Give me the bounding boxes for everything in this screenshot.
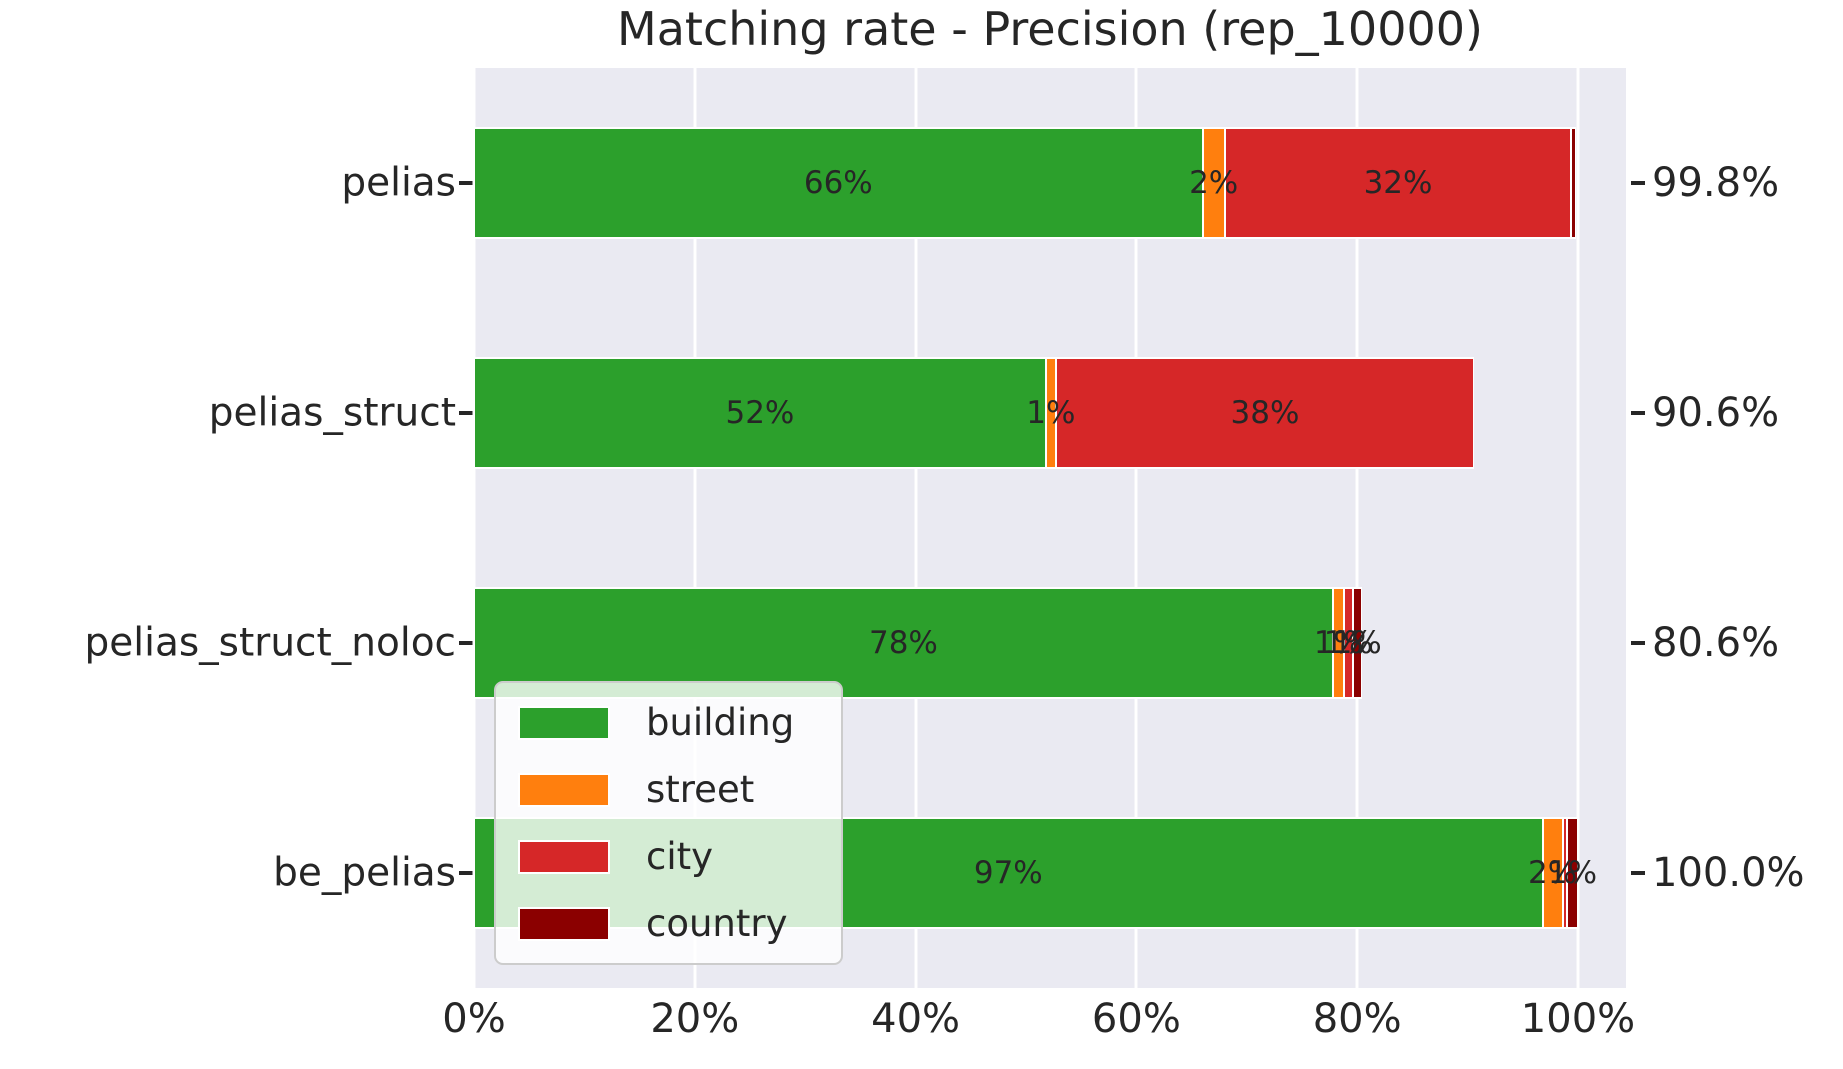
legend-item-building: building xyxy=(518,689,841,756)
bar-segment-street xyxy=(1332,587,1344,699)
x-axis-label-40%: 40% xyxy=(871,996,961,1042)
total-label-pelias: 99.8% xyxy=(1652,160,1780,206)
x-axis-label-20%: 20% xyxy=(650,996,740,1042)
y-axis-label-pelias_struct_noloc: pelias_struct_noloc xyxy=(84,620,456,666)
bar-segment-country xyxy=(1571,127,1576,239)
total-label-pelias_struct: 90.6% xyxy=(1652,390,1780,436)
total-label-be_pelias: 100.0% xyxy=(1652,850,1805,896)
bar-segment-city xyxy=(1343,587,1353,699)
right-axis-tick xyxy=(1631,411,1645,415)
bar-segment-value-label: 1% xyxy=(1026,395,1076,431)
legend-swatch-building xyxy=(518,705,610,740)
bar-segment-value-label: 66% xyxy=(803,165,873,201)
bar-segment-value-label: 32% xyxy=(1363,165,1433,201)
right-axis-tick xyxy=(1631,181,1645,185)
gridline-100% xyxy=(1576,68,1580,988)
bar-segment-street xyxy=(1045,357,1056,469)
legend-label-city: city xyxy=(646,835,714,878)
x-axis-label-80%: 80% xyxy=(1312,996,1402,1042)
bar-segment-value-label: 38% xyxy=(1230,395,1300,431)
bar-segment-value-label: 2% xyxy=(1189,165,1239,201)
bar-segment-value-label: 1% xyxy=(1313,625,1363,661)
bar-segment-country xyxy=(1566,817,1578,929)
chart-title: Matching rate - Precision (rep_10000) xyxy=(617,2,1483,56)
legend: building street city country xyxy=(494,681,843,965)
gridline-60% xyxy=(1134,68,1138,988)
legend-label-street: street xyxy=(646,768,755,811)
gridline-0% xyxy=(472,68,476,988)
bar-segment-value-label: 2% xyxy=(1527,855,1578,891)
bar-segment-value-label: 1% xyxy=(1332,625,1382,661)
x-axis-label-0%: 0% xyxy=(442,996,506,1042)
legend-item-country: country xyxy=(518,890,841,957)
legend-swatch-city xyxy=(518,839,610,874)
y-axis-tick xyxy=(459,871,473,875)
bar-segment-building xyxy=(474,357,1046,469)
bar-segment-city xyxy=(1562,817,1567,929)
bar-segment-street xyxy=(1542,817,1563,929)
total-label-pelias_struct_noloc: 80.6% xyxy=(1652,620,1780,666)
y-axis-label-pelias: pelias xyxy=(341,160,456,206)
legend-label-country: country xyxy=(646,902,788,945)
legend-item-street: street xyxy=(518,756,841,823)
bar-segment-value-label: 1% xyxy=(1547,855,1598,891)
gridline-20% xyxy=(693,68,697,988)
x-axis-label-100%: 100% xyxy=(1520,996,1636,1042)
bar-segment-value-label: 97% xyxy=(973,855,1043,891)
bar-segment-value-label: 52% xyxy=(725,395,795,431)
bar-segment-building xyxy=(474,127,1203,239)
y-axis-tick xyxy=(459,181,473,185)
legend-swatch-street xyxy=(518,772,610,807)
bar-segment-value-label: 1% xyxy=(1323,625,1373,661)
legend-label-building: building xyxy=(646,701,795,744)
bar-segment-city xyxy=(1224,127,1572,239)
right-axis-tick xyxy=(1631,871,1645,875)
bar-segment-value-label: 78% xyxy=(868,625,938,661)
gridline-40% xyxy=(914,68,918,988)
gridline-80% xyxy=(1355,68,1359,988)
y-axis-label-pelias_struct: pelias_struct xyxy=(208,390,456,436)
plot-area: 66% 2% 32% 52% 1% 38% 78% 1% 1% 1% 97% 2% 1% 0% 20% 40%… xyxy=(442,68,1635,1042)
y-axis-tick xyxy=(459,411,473,415)
bar-segment-country xyxy=(1352,587,1362,699)
bar-segment-city xyxy=(1055,357,1475,469)
legend-swatch-country xyxy=(518,906,610,941)
y-axis-label-be_pelias: be_pelias xyxy=(273,850,456,896)
bar-segment-building xyxy=(474,587,1333,699)
legend-item-city: city xyxy=(518,823,841,890)
y-axis-tick xyxy=(459,641,473,645)
right-axis-tick xyxy=(1631,641,1645,645)
bar-segment-street xyxy=(1202,127,1225,239)
x-axis-label-60%: 60% xyxy=(1091,996,1181,1042)
